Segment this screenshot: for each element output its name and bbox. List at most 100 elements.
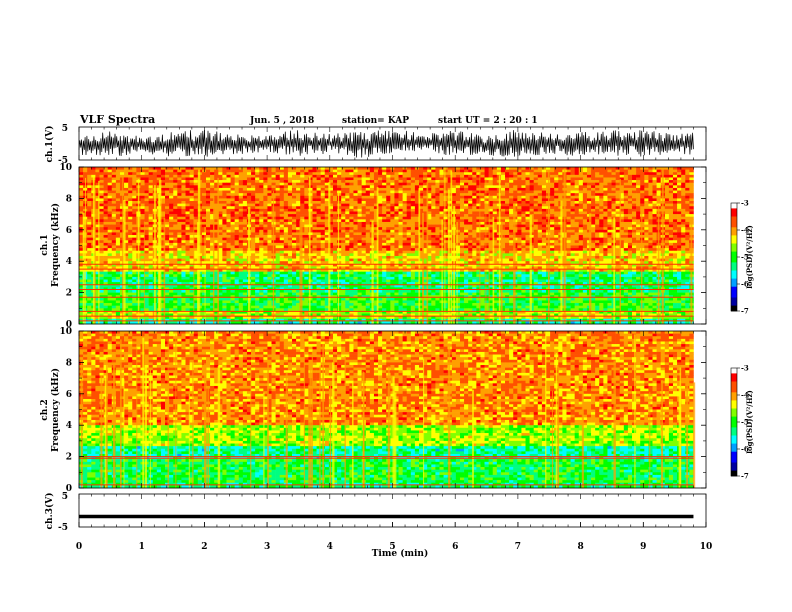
spectrogram-cell <box>652 214 657 218</box>
spectrogram-cell <box>292 185 297 189</box>
spectrogram-cell <box>238 201 244 204</box>
spectrogram-cell <box>144 245 149 249</box>
spectrogram-cell <box>578 180 584 183</box>
spectrogram-cell <box>566 187 571 191</box>
spectrogram-cell <box>132 237 137 241</box>
spectrogram-cell <box>574 172 580 176</box>
spectrogram-cell <box>349 227 354 231</box>
spectrogram-cell <box>283 203 289 207</box>
spectrogram-cell <box>599 214 604 218</box>
spectrogram-cell <box>677 221 682 225</box>
spectrogram-cell <box>644 224 649 228</box>
spectrogram-cell <box>398 174 403 178</box>
spectrogram-cell <box>529 187 534 191</box>
spectrogram-cell <box>525 211 530 215</box>
spectrogram-cell <box>79 250 84 254</box>
spectrogram-cell <box>386 201 391 204</box>
spectrogram-cell <box>160 172 166 176</box>
spectrogram-cell <box>541 242 547 246</box>
spectrogram-cell <box>627 221 633 225</box>
spectrogram-cell <box>464 229 469 233</box>
spectrogram-cell <box>459 237 465 241</box>
spectrogram-cell <box>316 221 321 225</box>
spectrogram-cell <box>193 169 199 173</box>
spectrogram-cell <box>181 253 186 257</box>
spectrogram-cell <box>513 167 518 170</box>
spectrogram-cell <box>615 169 621 173</box>
spectrogram-cell <box>234 229 240 233</box>
spectrogram-cell <box>582 216 588 220</box>
spectrogram-cell <box>521 180 526 183</box>
spectrogram-cell <box>652 187 657 191</box>
spectrogram-cell <box>214 195 219 199</box>
spectrogram-cell <box>529 190 534 194</box>
spectrogram-cell <box>328 182 334 186</box>
spectrogram-cell <box>468 169 473 173</box>
spectrogram-cell <box>324 206 330 210</box>
spectrogram-cell <box>210 245 215 249</box>
spectrogram-cell <box>406 187 412 191</box>
spectrogram-cell <box>484 232 489 236</box>
spectrogram-cell <box>267 180 272 183</box>
spectrogram-cell <box>685 221 690 225</box>
spectrogram-cell <box>95 224 100 228</box>
spectrogram-cell <box>283 195 289 199</box>
spectrogram-cell <box>517 237 522 241</box>
spectrogram-cell <box>517 240 522 244</box>
spectrogram-cell <box>324 187 330 191</box>
spectrogram-cell <box>378 203 383 207</box>
spectrogram-cell <box>599 248 604 252</box>
spectrogram-cell <box>87 206 92 210</box>
spectrogram-cell <box>574 245 580 249</box>
spectrogram-cell <box>173 253 178 257</box>
spectrogram-cell <box>214 193 219 197</box>
spectrogram-cell <box>115 240 121 244</box>
spectrogram-cell <box>468 245 473 249</box>
spectrogram-cell <box>173 185 178 189</box>
spectrogram-cell <box>480 221 485 225</box>
spectrogram-cell <box>189 253 194 257</box>
spectrogram-cell <box>398 195 403 199</box>
spectrogram-cell <box>455 229 461 233</box>
spectrogram-cell <box>476 211 481 215</box>
spectrogram-cell <box>140 229 145 233</box>
spectrogram-cell <box>427 216 432 220</box>
spectrogram-cell <box>107 250 113 254</box>
spectrogram-cell <box>312 193 317 197</box>
spectrogram-cell <box>484 235 489 238</box>
spectrogram-cell <box>361 182 367 186</box>
spectrogram-cell <box>607 221 612 225</box>
spectrogram-cell <box>619 248 625 252</box>
spectrogram-cell <box>509 211 514 215</box>
spectrogram-cell <box>193 177 199 181</box>
spectrogram-cell <box>341 216 346 220</box>
spectrogram-cell <box>259 232 264 236</box>
spectrogram-cell <box>656 190 661 194</box>
spectrogram-cell <box>369 201 375 204</box>
spectrogram-cell <box>316 245 321 249</box>
spectrogram-cell <box>111 180 117 183</box>
spectrogram-cell <box>402 185 408 189</box>
spectrogram-cell <box>586 185 592 189</box>
spectrogram-cell <box>427 240 432 244</box>
spectrogram-cell <box>423 224 428 228</box>
spectrogram-cell <box>468 214 473 218</box>
spectrogram-cell <box>677 169 682 173</box>
spectrogram-cell <box>627 201 633 204</box>
spectrogram-cell <box>595 195 600 199</box>
spectrogram-cell <box>464 169 469 173</box>
spectrogram-cell <box>103 250 108 254</box>
spectrogram-cell <box>181 206 186 210</box>
spectrogram-cell <box>652 216 657 220</box>
spectrogram-cell <box>394 214 399 218</box>
spectrogram-cell <box>505 245 510 249</box>
spectrogram-cell <box>525 185 530 189</box>
spectrogram-cell <box>357 232 362 236</box>
spectrogram-cell <box>128 174 133 178</box>
spectrogram-cell <box>259 190 264 194</box>
spectrogram-cell <box>554 224 559 228</box>
spectrogram-cell <box>677 237 682 241</box>
spectrogram-cell <box>87 214 92 218</box>
spectrogram-cell <box>230 235 235 238</box>
spectrogram-cell <box>173 227 178 231</box>
